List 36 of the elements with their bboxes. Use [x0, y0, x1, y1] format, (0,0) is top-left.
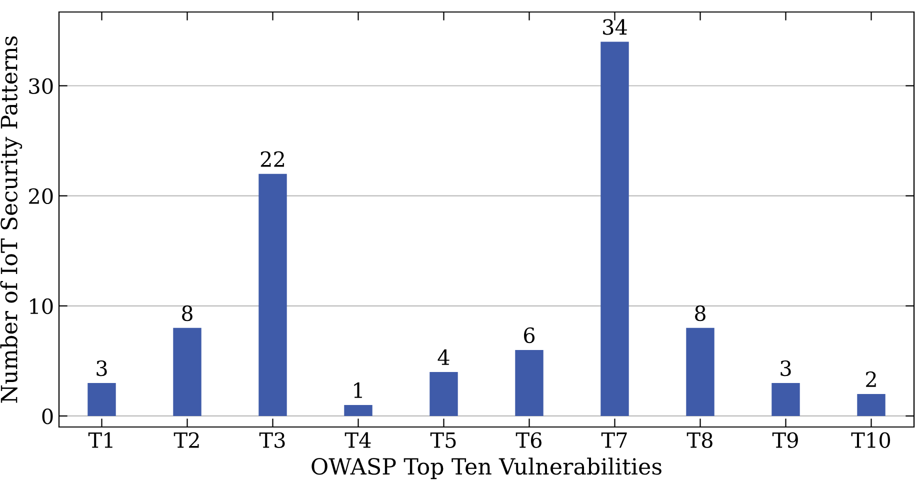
x-tick-label: T8: [686, 432, 712, 448]
x-axis-title: OWASP Top Ten Vulnerabilities: [312, 458, 662, 480]
bar: [600, 42, 629, 416]
bar: [173, 328, 202, 416]
x-tick-label: T9: [772, 432, 798, 448]
data-label: 3: [780, 360, 791, 376]
data-label: 6: [524, 327, 535, 344]
data-label: 8: [695, 305, 706, 322]
data-label: 22: [260, 151, 284, 167]
bar: [857, 394, 886, 416]
bar: [515, 350, 544, 416]
x-tick-label: T10: [851, 432, 890, 448]
x-tick-label: T5: [430, 432, 456, 448]
bar: [686, 328, 714, 416]
data-label: 34: [603, 19, 627, 35]
y-axis-title: Number of IoT Security Patterns: [0, 36, 22, 403]
data-label: 1: [354, 382, 362, 398]
x-tick-label: T7: [601, 432, 627, 448]
data-label: 8: [182, 305, 192, 322]
y-tick-label: 10: [30, 298, 53, 314]
bar: [88, 382, 116, 416]
bar: [430, 372, 458, 416]
data-label: 2: [866, 371, 876, 387]
x-tick-label: T4: [344, 432, 371, 448]
bar: [772, 382, 800, 416]
data-label: 4: [438, 349, 450, 365]
bar: [258, 174, 287, 416]
y-tick-label: 30: [29, 78, 53, 94]
data-label: 3: [96, 360, 107, 376]
y-tick-label: 20: [29, 188, 53, 204]
x-tick-label: T2: [174, 432, 199, 448]
y-tick-label: 0: [42, 408, 53, 424]
x-tick-label: T6: [516, 432, 542, 448]
x-tick-label: T1: [88, 432, 112, 448]
x-tick-label: T3: [259, 432, 285, 448]
bar: [344, 404, 372, 416]
